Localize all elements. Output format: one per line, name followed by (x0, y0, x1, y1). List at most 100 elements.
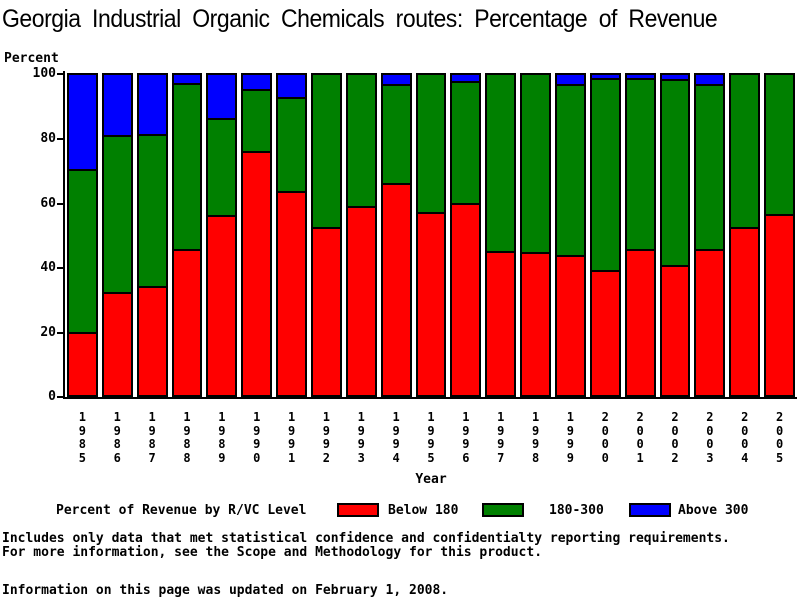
y-tick-label-60: 60 (40, 196, 56, 211)
segment-below-180 (766, 215, 793, 395)
legend-label-above-300: Above 300 (678, 503, 749, 518)
segment-below-180 (278, 193, 305, 395)
segment-above-300 (138, 75, 166, 136)
segment-below-180 (696, 251, 724, 395)
segment-above-300 (591, 75, 619, 80)
segment-below-180 (452, 204, 480, 395)
segment-180-300 (591, 79, 619, 272)
x-tick-label-1998: 1 9 9 8 (531, 410, 540, 465)
y-tick-label-100: 100 (32, 66, 56, 81)
x-tick-label-1992: 1 9 9 2 (322, 410, 331, 465)
bar-1987 (136, 73, 168, 397)
segment-180-300 (766, 75, 793, 216)
x-tick-label-1996: 1 9 9 6 (462, 410, 470, 465)
x-tick-label-2003: 2 0 0 3 (706, 410, 714, 465)
segment-below-180 (522, 254, 549, 395)
x-tick-label-1994: 1 9 9 4 (392, 410, 400, 465)
x-axis-label: Year (415, 472, 447, 487)
x-tick-label-1993: 1 9 9 3 (357, 410, 365, 465)
bar-1988 (171, 73, 203, 397)
bar-1994 (380, 73, 412, 397)
segment-below-180 (661, 267, 689, 395)
segment-below-180 (138, 287, 166, 395)
y-tick-label-80: 80 (40, 131, 56, 146)
legend-label-180-300: 180-300 (549, 503, 604, 518)
segment-180-300 (417, 75, 445, 215)
segment-below-180 (347, 207, 375, 395)
segment-180-300 (626, 79, 654, 251)
segment-below-180 (173, 251, 201, 395)
y-tick-60 (57, 203, 63, 205)
bar-1993 (345, 73, 377, 397)
y-tick-0 (57, 396, 63, 398)
bar-2002 (659, 73, 691, 397)
segment-above-300 (382, 75, 410, 87)
segment-180-300 (696, 86, 724, 251)
segment-above-300 (556, 75, 584, 87)
segment-above-300 (208, 75, 236, 120)
x-tick-label-1990: 1 9 9 0 (253, 410, 261, 465)
legend-title: Percent of Revenue by R/VC Level (56, 503, 307, 518)
y-axis-label: Percent (4, 51, 59, 66)
x-tick-label-2001: 2 0 0 1 (636, 410, 644, 465)
x-tick-label-1997: 1 9 9 7 (497, 410, 505, 465)
segment-below-180 (626, 251, 654, 395)
x-tick-label-1986: 1 9 8 6 (113, 410, 121, 465)
segment-180-300 (347, 75, 375, 208)
y-tick-100 (57, 73, 63, 75)
segment-above-300 (243, 75, 271, 92)
segment-above-300 (173, 75, 201, 85)
segment-below-180 (69, 334, 96, 395)
segment-180-300 (173, 84, 201, 251)
legend-label-below-180: Below 180 (388, 503, 459, 518)
segment-above-300 (661, 75, 689, 82)
legend-swatch-below-180 (337, 503, 379, 517)
bar-1998 (520, 73, 551, 397)
bar-1995 (415, 73, 447, 397)
bar-1986 (101, 73, 133, 397)
bar-2003 (694, 73, 726, 397)
segment-above-300 (626, 75, 654, 80)
x-axis-tick-labels: 1 9 8 5 1 9 8 6 1 9 8 7 1 9 8 8 1 9 8 9 1 9 9… (65, 410, 797, 469)
segment-180-300 (382, 86, 410, 186)
chart-title: Georgia Industrial Organic Chemicals rou… (2, 5, 718, 33)
segment-below-180 (487, 252, 515, 395)
segment-above-300 (69, 75, 96, 172)
plot-area (65, 73, 797, 397)
segment-below-180 (556, 257, 584, 395)
bar-2001 (624, 73, 656, 397)
segment-180-300 (278, 99, 305, 194)
segment-above-300 (278, 75, 305, 100)
x-tick-label-1987: 1 9 8 7 (148, 410, 156, 465)
segment-above-300 (696, 75, 724, 87)
x-tick-label-1989: 1 9 8 9 (218, 410, 226, 465)
segment-180-300 (243, 91, 271, 154)
segment-below-180 (208, 217, 236, 395)
y-tick-80 (57, 138, 63, 140)
segment-180-300 (452, 83, 480, 205)
segment-180-300 (312, 75, 340, 229)
legend-swatch-above-300 (629, 503, 671, 517)
segment-below-180 (591, 271, 619, 395)
segment-below-180 (382, 185, 410, 395)
segment-below-180 (417, 214, 445, 395)
y-axis-line (63, 71, 65, 399)
y-tick-label-20: 20 (40, 325, 56, 340)
footnote-line-2: For more information, see the Scope and … (2, 545, 543, 560)
legend-swatch-180-300 (482, 503, 524, 517)
y-tick-40 (57, 267, 63, 269)
segment-above-300 (452, 75, 480, 84)
bar-1992 (310, 73, 342, 397)
bar-1996 (450, 73, 482, 397)
segment-180-300 (487, 75, 515, 253)
x-tick-label-2000: 2 0 0 0 (601, 410, 609, 465)
bar-1991 (276, 73, 307, 397)
bar-2000 (589, 73, 621, 397)
bar-1990 (241, 73, 273, 397)
x-tick-label-1995: 1 9 9 5 (427, 410, 435, 465)
x-tick-label-1988: 1 9 8 8 (183, 410, 191, 465)
bar-1999 (554, 73, 586, 397)
bar-1985 (67, 73, 98, 397)
bar-2004 (729, 73, 761, 397)
segment-180-300 (661, 81, 689, 267)
